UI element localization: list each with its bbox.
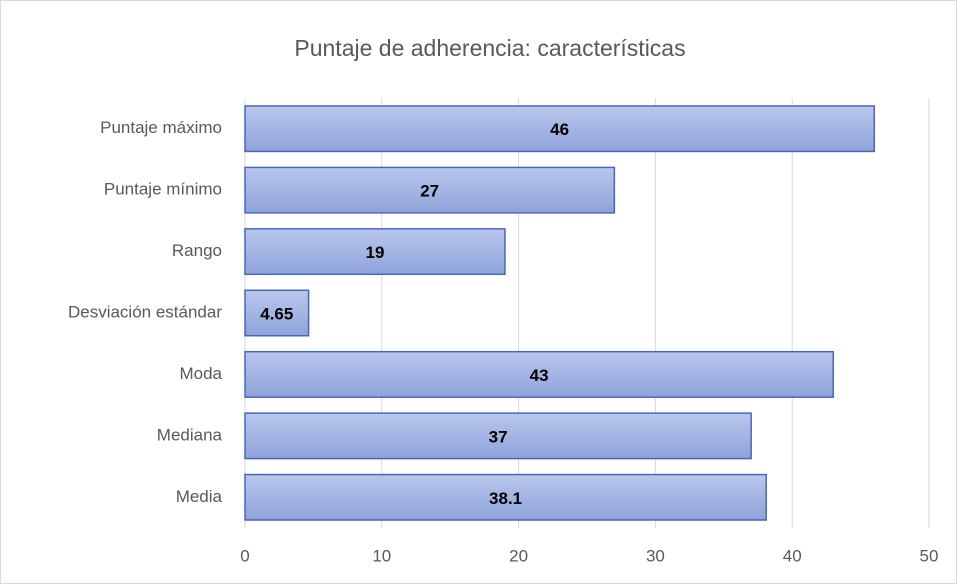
data-label: 19 bbox=[365, 243, 384, 262]
bar bbox=[244, 228, 506, 276]
y-tick-label: Moda bbox=[179, 364, 222, 383]
data-label: 43 bbox=[530, 366, 549, 385]
data-label: 38.1 bbox=[489, 489, 522, 508]
data-label: 37 bbox=[489, 427, 508, 446]
data-label: 46 bbox=[550, 120, 569, 139]
y-tick-label: Mediana bbox=[157, 425, 223, 444]
bar bbox=[244, 105, 876, 153]
x-tick-label: 0 bbox=[240, 546, 249, 565]
data-label: 4.65 bbox=[260, 304, 293, 323]
y-tick-label: Desviación estándar bbox=[68, 302, 222, 321]
bar bbox=[244, 412, 752, 460]
y-tick-label: Puntaje mínimo bbox=[104, 180, 222, 199]
y-tick-label: Puntaje máximo bbox=[100, 118, 222, 137]
bar bbox=[244, 350, 834, 398]
bar bbox=[244, 166, 616, 214]
y-tick-label: Rango bbox=[172, 241, 222, 260]
x-tick-label: 10 bbox=[372, 546, 391, 565]
bar bbox=[244, 289, 310, 337]
chart-title: Puntaje de adherencia: características bbox=[294, 35, 685, 61]
bar bbox=[244, 473, 767, 521]
data-label: 27 bbox=[420, 182, 439, 201]
y-tick-label: Media bbox=[176, 487, 223, 506]
x-tick-label: 20 bbox=[509, 546, 528, 565]
x-tick-label: 50 bbox=[920, 546, 939, 565]
x-tick-label: 30 bbox=[646, 546, 665, 565]
x-tick-label: 40 bbox=[783, 546, 802, 565]
